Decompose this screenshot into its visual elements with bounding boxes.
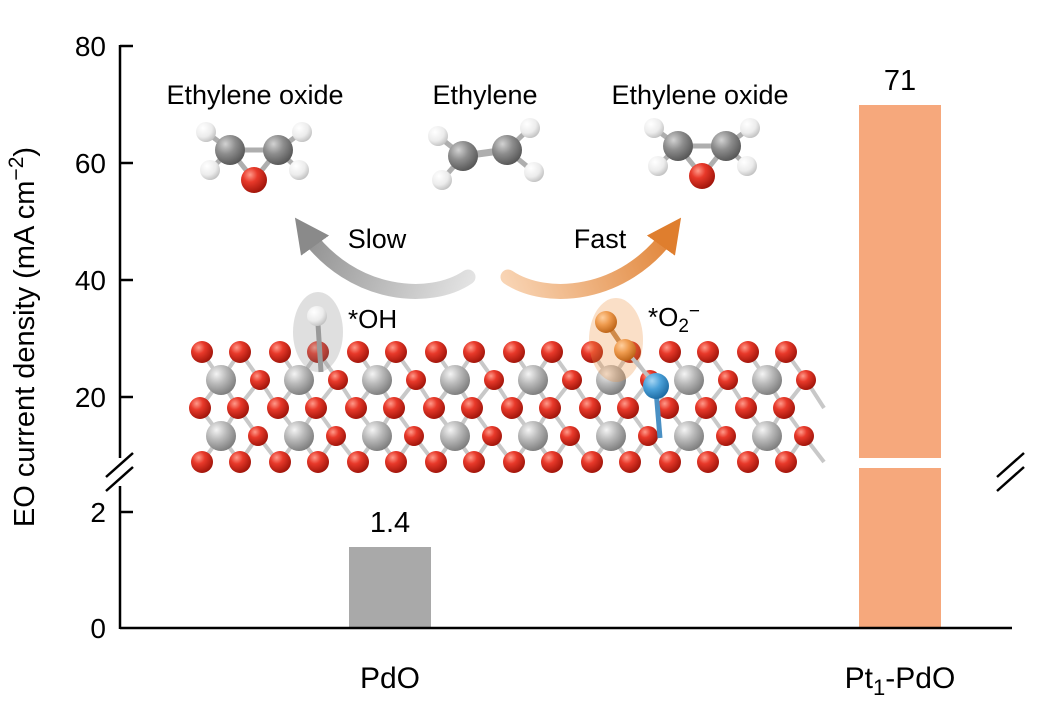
y-tick-labels: 80 60 40 20 2 0: [75, 31, 106, 644]
tick-label-80: 80: [75, 31, 106, 62]
oh-label: *OH: [348, 304, 397, 334]
crystal-slab: [187, 339, 826, 475]
tick-label-20: 20: [75, 382, 106, 413]
x-category-labels: PdO Pt1-PdO: [360, 662, 955, 700]
value-label-pdo: 1.4: [370, 507, 410, 539]
tick-label-40: 40: [75, 265, 106, 296]
slow-label: Slow: [348, 224, 407, 254]
label-ethylene: Ethylene: [432, 80, 537, 110]
bar-pt1-pdo-lower: [859, 468, 941, 628]
label-ethylene-oxide-right: Ethylene oxide: [611, 80, 788, 110]
tick-label-0: 0: [90, 613, 106, 644]
o2-adsorbate: [589, 298, 652, 382]
category-label-pt1-pdo: Pt1-PdO: [845, 662, 956, 700]
bar-group: 1.4 71: [349, 65, 941, 628]
pt-single-atom: [643, 373, 669, 439]
oh-adsorbate: [293, 292, 343, 373]
molecule-ethylene-oxide-right: [644, 118, 760, 189]
axis-break-left: [105, 452, 134, 492]
category-label-pdo: PdO: [360, 662, 420, 695]
y-axis-title: EO current density (mA cm−2): [5, 147, 41, 527]
label-ethylene-oxide-left: Ethylene oxide: [166, 80, 343, 110]
bar-pt1-pdo-upper: [859, 105, 941, 458]
molecule-ethylene: [428, 118, 544, 190]
o2-label: *O2−: [648, 301, 700, 337]
molecule-labels: Ethylene oxide Ethylene Ethylene oxide: [166, 80, 788, 110]
tick-label-60: 60: [75, 148, 106, 179]
y-axis: [118, 44, 133, 629]
tick-label-2: 2: [90, 497, 106, 528]
arrow-slow: [294, 217, 476, 299]
bar-pdo: [349, 547, 431, 628]
fast-label: Fast: [574, 224, 627, 254]
axis-break-right: [996, 452, 1025, 492]
molecule-ethylene-oxide-left: [196, 122, 312, 193]
value-label-pt1-pdo: 71: [884, 65, 916, 97]
arrow-fast: [500, 217, 682, 299]
